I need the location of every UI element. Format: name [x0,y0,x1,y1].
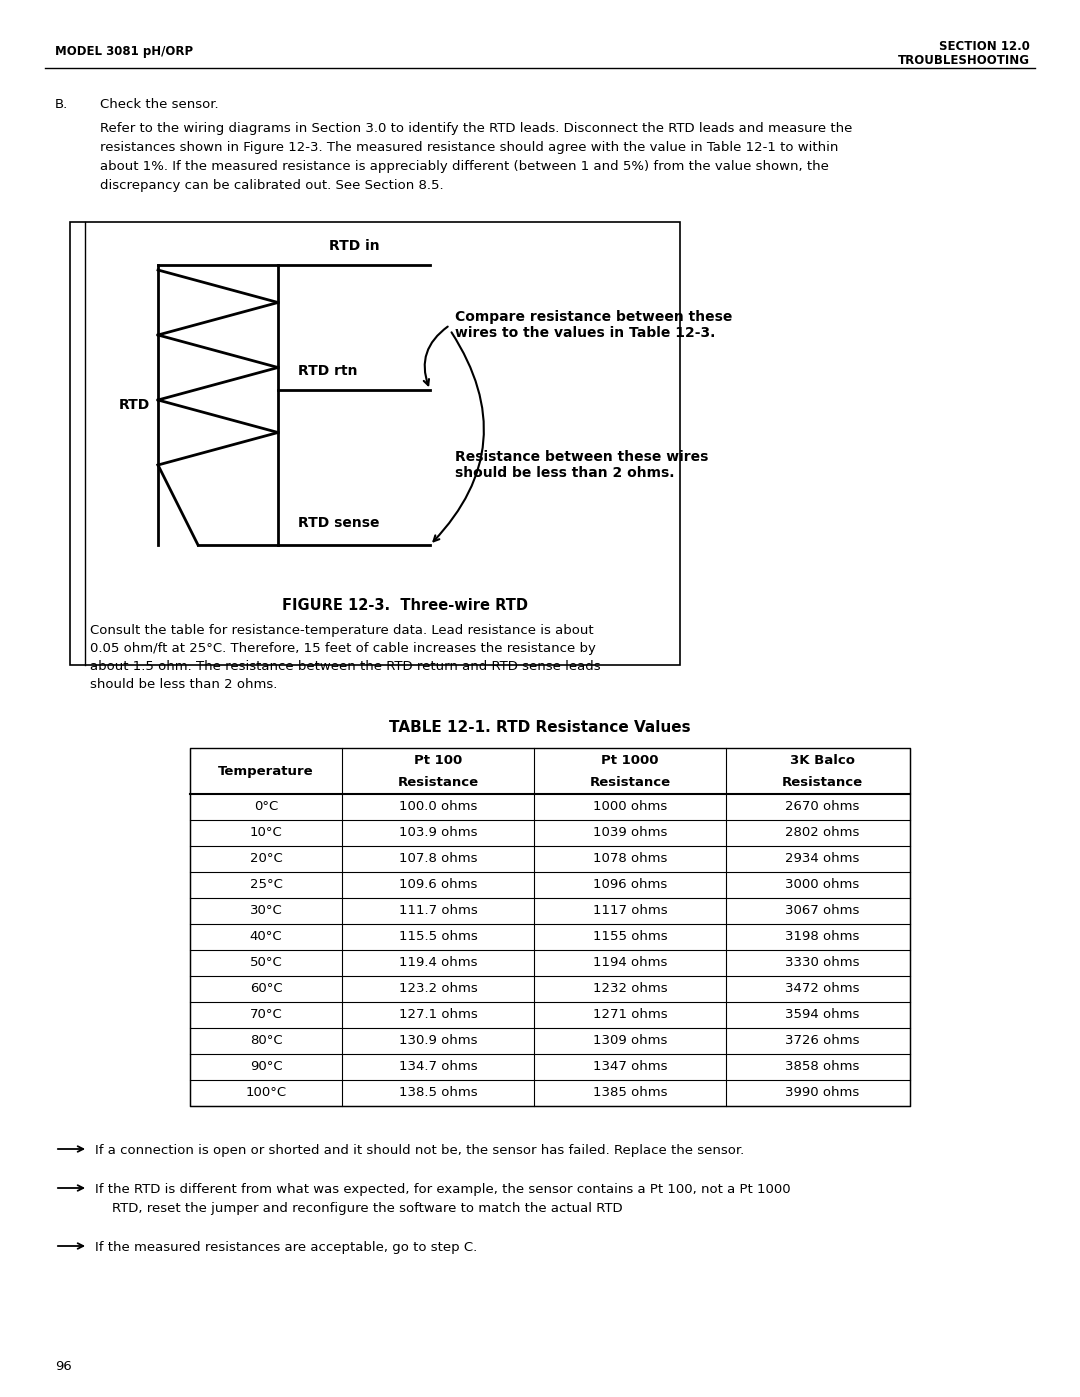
Text: 1385 ohms: 1385 ohms [593,1087,667,1099]
Text: TROUBLESHOOTING: TROUBLESHOOTING [897,54,1030,67]
Text: 1309 ohms: 1309 ohms [593,1035,667,1048]
Text: 1096 ohms: 1096 ohms [593,879,667,891]
Text: 1117 ohms: 1117 ohms [593,904,667,918]
Text: 25°C: 25°C [249,879,283,891]
Text: 3198 ohms: 3198 ohms [785,930,860,943]
Text: Check the sensor.: Check the sensor. [100,98,218,110]
Text: 3594 ohms: 3594 ohms [785,1009,860,1021]
Text: Refer to the wiring diagrams in Section 3.0 to identify the RTD leads. Disconnec: Refer to the wiring diagrams in Section … [100,122,852,136]
Text: 70°C: 70°C [249,1009,282,1021]
Text: 3000 ohms: 3000 ohms [785,879,859,891]
Text: 109.6 ohms: 109.6 ohms [399,879,477,891]
Bar [70,222,680,665]
Text: 2802 ohms: 2802 ohms [785,827,860,840]
Text: 30°C: 30°C [249,904,282,918]
Text: MODEL 3081 pH/ORP: MODEL 3081 pH/ORP [55,45,193,59]
Text: about 1.5 ohm. The resistance between the RTD return and RTD sense leads: about 1.5 ohm. The resistance between th… [90,659,600,673]
Text: 3067 ohms: 3067 ohms [785,904,860,918]
Text: 1271 ohms: 1271 ohms [593,1009,667,1021]
Text: If a connection is open or shorted and it should not be, the sensor has failed. : If a connection is open or shorted and i… [95,1144,744,1157]
Text: Consult the table for resistance-temperature data. Lead resistance is about: Consult the table for resistance-tempera… [90,624,594,637]
Text: Resistance between these wires
should be less than 2 ohms.: Resistance between these wires should be… [455,450,708,481]
Text: Resistance: Resistance [782,775,863,788]
Text: Temperature: Temperature [218,764,314,778]
Text: 40°C: 40°C [249,930,282,943]
Text: RTD in: RTD in [328,239,379,253]
Text: 100°C: 100°C [245,1087,286,1099]
Text: TABLE 12-1. RTD Resistance Values: TABLE 12-1. RTD Resistance Values [389,719,691,735]
Text: RTD: RTD [119,398,150,412]
Text: If the measured resistances are acceptable, go to step C.: If the measured resistances are acceptab… [95,1241,477,1255]
Text: 107.8 ohms: 107.8 ohms [399,852,477,866]
Text: 1078 ohms: 1078 ohms [593,852,667,866]
Text: 3858 ohms: 3858 ohms [785,1060,860,1073]
Text: 1347 ohms: 1347 ohms [593,1060,667,1073]
Text: Pt 100: Pt 100 [414,753,462,767]
Text: 3472 ohms: 3472 ohms [785,982,860,996]
Text: 0°C: 0°C [254,800,279,813]
Text: 1039 ohms: 1039 ohms [593,827,667,840]
Text: 134.7 ohms: 134.7 ohms [399,1060,477,1073]
Text: RTD sense: RTD sense [298,515,379,529]
Text: If the RTD is different from what was expected, for example, the sensor contains: If the RTD is different from what was ex… [95,1183,791,1196]
Text: 96: 96 [55,1361,71,1373]
Text: 1194 ohms: 1194 ohms [593,957,667,970]
Text: 1000 ohms: 1000 ohms [593,800,667,813]
Text: 3K Balco: 3K Balco [789,753,854,767]
Text: 2934 ohms: 2934 ohms [785,852,860,866]
Text: 3330 ohms: 3330 ohms [785,957,860,970]
Text: 3990 ohms: 3990 ohms [785,1087,859,1099]
Text: 111.7 ohms: 111.7 ohms [399,904,477,918]
Text: 115.5 ohms: 115.5 ohms [399,930,477,943]
Text: Resistance: Resistance [397,775,478,788]
Text: 80°C: 80°C [249,1035,282,1048]
Text: SECTION 12.0: SECTION 12.0 [940,41,1030,53]
Text: discrepancy can be calibrated out. See Section 8.5.: discrepancy can be calibrated out. See S… [100,179,444,191]
Text: RTD, reset the jumper and reconfigure the software to match the actual RTD: RTD, reset the jumper and reconfigure th… [112,1201,623,1215]
Text: resistances shown in Figure 12-3. The measured resistance should agree with the : resistances shown in Figure 12-3. The me… [100,141,838,154]
Text: Resistance: Resistance [590,775,671,788]
Text: FIGURE 12-3.  Three-wire RTD: FIGURE 12-3. Three-wire RTD [282,598,528,613]
Text: Pt 1000: Pt 1000 [602,753,659,767]
Text: Compare resistance between these
wires to the values in Table 12-3.: Compare resistance between these wires t… [455,310,732,341]
Text: 60°C: 60°C [249,982,282,996]
Text: 119.4 ohms: 119.4 ohms [399,957,477,970]
Text: 50°C: 50°C [249,957,282,970]
Bar [190,747,910,1106]
Text: 127.1 ohms: 127.1 ohms [399,1009,477,1021]
Text: about 1%. If the measured resistance is appreciably different (between 1 and 5%): about 1%. If the measured resistance is … [100,161,828,173]
Text: should be less than 2 ohms.: should be less than 2 ohms. [90,678,278,692]
Text: B.: B. [55,98,68,110]
Text: 123.2 ohms: 123.2 ohms [399,982,477,996]
Text: 0.05 ohm/ft at 25°C. Therefore, 15 feet of cable increases the resistance by: 0.05 ohm/ft at 25°C. Therefore, 15 feet … [90,643,596,655]
Text: 1155 ohms: 1155 ohms [593,930,667,943]
Text: 2670 ohms: 2670 ohms [785,800,860,813]
Text: RTD rtn: RTD rtn [298,365,357,379]
Text: 100.0 ohms: 100.0 ohms [399,800,477,813]
Text: 1232 ohms: 1232 ohms [593,982,667,996]
Text: 103.9 ohms: 103.9 ohms [399,827,477,840]
Text: 20°C: 20°C [249,852,282,866]
Text: 10°C: 10°C [249,827,282,840]
Text: 138.5 ohms: 138.5 ohms [399,1087,477,1099]
Text: 3726 ohms: 3726 ohms [785,1035,860,1048]
Text: 130.9 ohms: 130.9 ohms [399,1035,477,1048]
Text: 90°C: 90°C [249,1060,282,1073]
